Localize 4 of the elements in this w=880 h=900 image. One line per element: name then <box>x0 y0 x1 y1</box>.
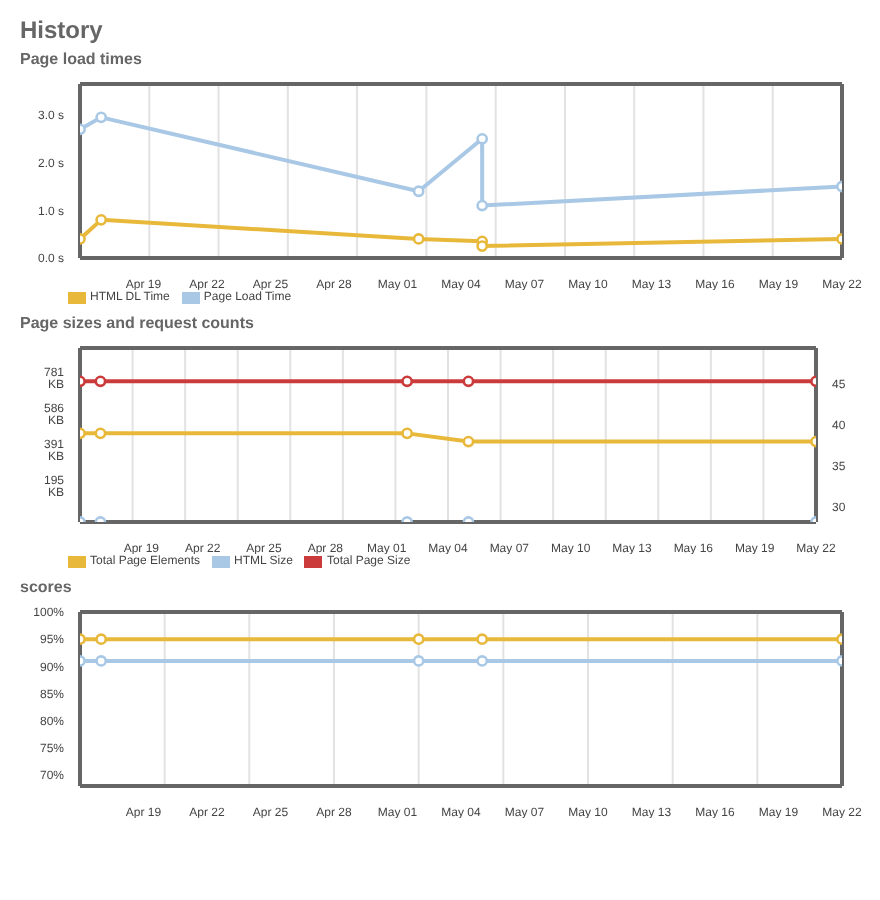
chart-subtitle: Page load times <box>20 50 144 70</box>
chart-title: Page sizes and request counts <box>20 314 256 334</box>
chart-title: scores <box>20 578 74 598</box>
chart-title: History <box>20 16 105 44</box>
